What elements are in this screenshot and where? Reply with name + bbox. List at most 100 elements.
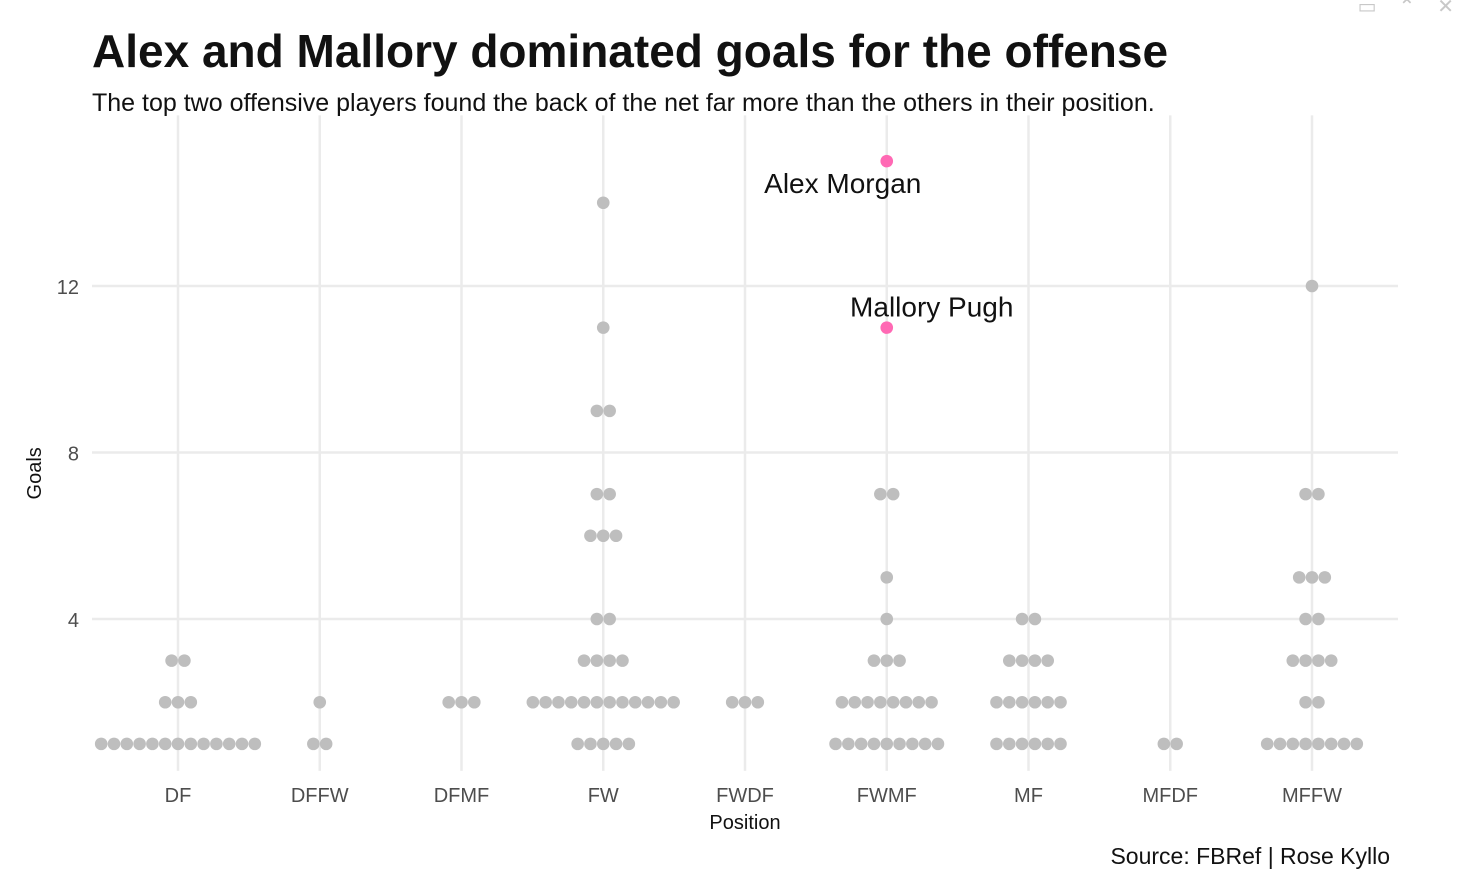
data-point — [1292, 571, 1306, 584]
data-point — [609, 529, 623, 543]
data-point — [1170, 737, 1183, 751]
data-point — [1312, 612, 1325, 626]
x-tick-label: DFMF — [434, 785, 490, 807]
data-point — [94, 737, 108, 751]
data-point — [455, 695, 468, 709]
data-point — [210, 737, 223, 751]
data-point — [1015, 612, 1029, 626]
data-point — [725, 695, 739, 709]
data-point — [307, 737, 320, 751]
data-point — [1312, 654, 1325, 667]
collapse-icon[interactable]: ⌃ — [1398, 0, 1416, 18]
data-point — [1299, 487, 1312, 501]
data-point — [848, 695, 862, 709]
data-point — [319, 737, 333, 751]
data-point — [590, 654, 604, 667]
data-point — [1286, 654, 1300, 667]
chart-title: Alex and Mallory dominated goals for the… — [92, 25, 1169, 77]
data-point — [1337, 737, 1351, 751]
data-point — [1273, 737, 1287, 751]
chart-caption: Source: FBRef | Rose Kyllo — [1110, 843, 1390, 869]
data-point — [603, 404, 616, 418]
y-axis-title: Goals — [24, 447, 46, 499]
data-point — [1312, 695, 1325, 709]
data-point — [616, 695, 629, 709]
data-point — [590, 487, 604, 501]
data-point — [539, 695, 552, 709]
data-point — [1299, 737, 1312, 751]
data-point — [552, 695, 565, 709]
data-point — [1015, 695, 1029, 709]
data-point — [184, 695, 198, 709]
data-point — [925, 695, 938, 709]
data-point — [133, 737, 146, 751]
data-point — [1305, 571, 1319, 584]
data-point — [1312, 737, 1325, 751]
data-point — [1015, 737, 1029, 751]
data-point — [584, 529, 597, 543]
data-point — [899, 695, 913, 709]
data-point — [235, 737, 249, 751]
data-point — [918, 737, 932, 751]
data-point — [165, 654, 178, 667]
x-tick-label: MFFW — [1282, 785, 1342, 807]
x-tick-label: MF — [1014, 785, 1043, 807]
data-point — [197, 737, 210, 751]
data-point — [893, 654, 906, 667]
highlighted-point — [880, 154, 894, 168]
data-point — [603, 654, 616, 667]
data-point — [880, 571, 894, 584]
data-point — [990, 695, 1003, 709]
data-point — [874, 487, 887, 501]
x-axis-title: Position — [709, 812, 780, 834]
data-point — [248, 737, 262, 751]
data-point — [526, 695, 540, 709]
data-point — [577, 654, 591, 667]
data-point — [667, 695, 680, 709]
data-point — [1054, 737, 1067, 751]
x-tick-label: FWMF — [857, 785, 917, 807]
x-tick-label: DFFW — [291, 785, 349, 807]
data-point — [1028, 612, 1042, 626]
data-point — [171, 737, 185, 751]
data-point — [1305, 279, 1319, 293]
data-points — [94, 154, 1364, 751]
data-point — [931, 737, 945, 751]
data-point — [867, 654, 881, 667]
x-tick-label: MFDF — [1142, 785, 1198, 807]
data-point — [603, 695, 616, 709]
data-point — [1299, 695, 1312, 709]
data-point — [886, 695, 900, 709]
data-point — [886, 487, 900, 501]
data-point — [1028, 737, 1042, 751]
data-point — [584, 737, 597, 751]
data-point — [1028, 695, 1042, 709]
gridlines — [92, 115, 1398, 771]
data-point — [1041, 737, 1054, 751]
close-icon[interactable]: ✕ — [1437, 0, 1454, 18]
data-point — [751, 695, 765, 709]
data-point — [738, 695, 752, 709]
document-icon[interactable]: ▭ — [1357, 0, 1377, 18]
data-point — [1299, 654, 1312, 667]
data-point — [990, 737, 1003, 751]
data-point — [1299, 612, 1312, 626]
data-point — [120, 737, 134, 751]
point-annotation: Mallory Pugh — [850, 292, 1013, 323]
y-tick-label: 4 — [68, 610, 79, 632]
data-point — [1157, 737, 1171, 751]
data-point — [906, 737, 919, 751]
data-point — [880, 737, 894, 751]
data-point — [609, 737, 623, 751]
data-point — [590, 612, 604, 626]
data-point — [1015, 654, 1029, 667]
data-point — [1350, 737, 1364, 751]
y-tick-label: 12 — [57, 277, 79, 299]
data-point — [880, 654, 894, 667]
data-point — [596, 196, 610, 210]
data-point — [622, 737, 636, 751]
data-point — [1003, 654, 1016, 667]
data-point — [590, 404, 604, 418]
data-point — [880, 612, 894, 626]
